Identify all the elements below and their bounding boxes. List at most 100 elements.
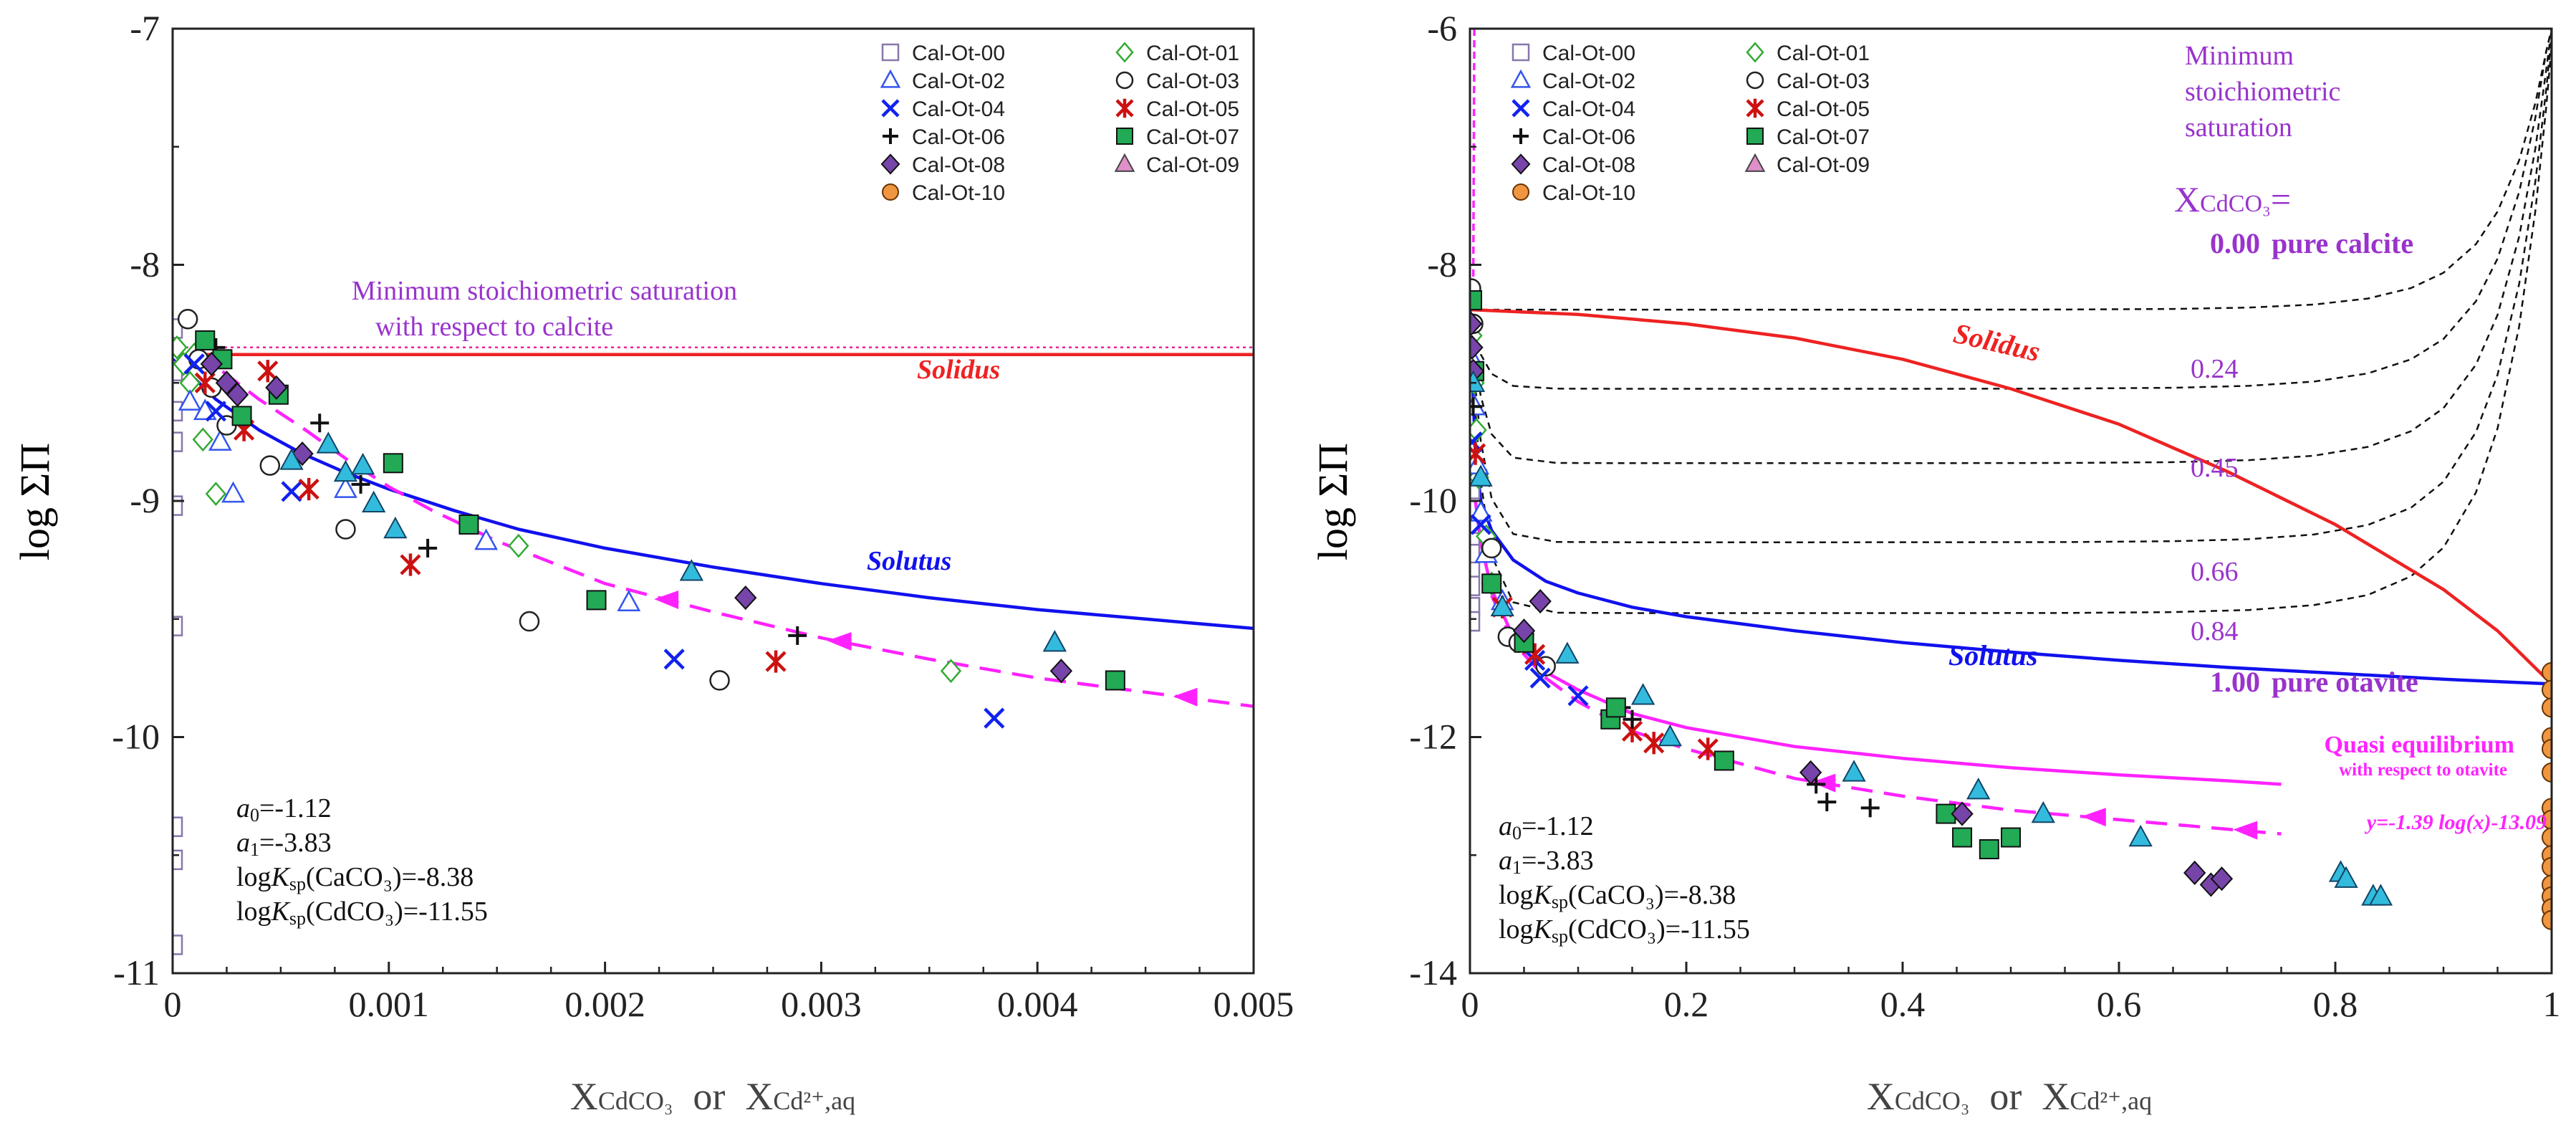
left-legend-label: Cal-Ot-10 [912, 181, 1005, 205]
left-legend: Cal-Ot-00 Cal-Ot-01 Cal-Ot-02 Cal-Ot-03 Cal-… [880, 42, 1239, 205]
right-legend: Cal-Ot-00 Cal-Ot-01 Cal-Ot-02 Cal-Ot-03 Cal-… [1510, 42, 1870, 205]
right-point-cal-ot-00 [1470, 611, 1481, 632]
left-legend-label: Cal-Ot-08 [912, 153, 1005, 177]
right-point-cal-ot-08 [1951, 801, 1974, 826]
right-ytick-label: -10 [1409, 480, 1457, 520]
right-point-cal-ot-04 [1470, 514, 1491, 535]
right-point-cal-ot-07 [1470, 290, 1483, 310]
right-isoline-suffix: pure calcite [2272, 227, 2413, 259]
left-point-cal-ot-09 [679, 559, 703, 581]
left-legend-marker-cal-ot-02 [880, 69, 901, 88]
left-point-cal-ot-03 [519, 611, 540, 632]
left-point-cal-ot-03 [177, 309, 198, 330]
right-legend-marker-cal-ot-08 [1511, 153, 1531, 175]
left-axes: 0 0.001 0.002 0.003 0.004 0.005 -11 -10 -9 -8 -7 [112, 8, 1294, 1024]
left-point-cal-ot-02 [617, 590, 641, 611]
right-line-quasi-equilibrium [1474, 500, 2282, 786]
right-point-cal-ot-09 [1555, 641, 1580, 664]
right-legend-label: Cal-Ot-08 [1542, 153, 1635, 177]
right-isoline-label: 1.00 pure otavite [2210, 666, 2418, 698]
left-point-cal-ot-02 [193, 398, 217, 421]
right-point-cal-ot-10 [2542, 809, 2552, 830]
right-legend-label: Cal-Ot-05 [1777, 97, 1870, 121]
left-point-cal-ot-03 [259, 455, 281, 476]
right-solutus-label: Solutus [1948, 639, 2038, 671]
right-point-cal-ot-09 [2334, 866, 2358, 888]
right-isoline-label: 0.84 [2191, 616, 2239, 646]
left-ytick-label: -9 [130, 480, 160, 520]
right-equation-label: y=-1.39 log(x)-13.09 [2365, 811, 2547, 834]
left-point-cal-ot-05 [765, 650, 787, 673]
right-min-sat-line3: saturation [2185, 113, 2292, 143]
right-param-line: logKsp(CaCO₃)=-8.38 [1499, 880, 1736, 912]
left-ytick-label: -7 [130, 8, 160, 48]
right-y-axis-label: log ΣΠ [1309, 443, 1356, 560]
right-point-cal-ot-09 [1658, 724, 1682, 747]
left-point-cal-ot-09 [383, 516, 408, 539]
right-isoline-labels: 0.00 pure calcite 0.24 0.45 0.66 0.84 1.00 pure… [2191, 227, 2418, 698]
right-point-cal-ot-08 [1529, 588, 1552, 614]
right-xlabel-sub2: Cd²⁺,aq [2070, 1086, 2152, 1115]
right-point-cal-ot-09 [1842, 760, 1866, 782]
right-point-cal-ot-06 [1623, 709, 1642, 729]
right-point-cal-ot-08 [2183, 860, 2206, 886]
left-point-cal-ot-08 [226, 382, 249, 407]
left-point-cal-ot-02 [208, 429, 232, 451]
left-point-cal-ot-05 [194, 371, 216, 394]
right-quasi-label-line1: Quasi equilibrium [2325, 732, 2514, 758]
left-ytick-label: -8 [130, 244, 160, 285]
left-legend-marker-cal-ot-08 [880, 153, 900, 175]
right-point-cal-ot-03 [1481, 537, 1502, 559]
right-legend-marker-cal-ot-03 [1746, 71, 1764, 90]
left-xlabel-or: or [693, 1075, 725, 1118]
left-legend-label: Cal-Ot-05 [1146, 97, 1239, 121]
left-point-cal-ot-06 [788, 626, 807, 645]
right-point-cal-ot-09 [1470, 370, 1486, 392]
left-y-axis-label: log ΣΠ [11, 443, 58, 560]
left-legend-marker-cal-ot-00 [881, 43, 900, 62]
left-point-cal-ot-06 [310, 414, 330, 433]
left-point-cal-ot-07 [458, 514, 479, 535]
left-point-cal-ot-08 [265, 375, 288, 400]
right-line-solutus [1470, 310, 2552, 686]
left-point-cal-ot-04 [183, 353, 205, 375]
right-point-cal-ot-06 [1817, 793, 1837, 812]
left-xtick-label: 0.005 [1213, 984, 1294, 1024]
right-ytick-label: -12 [1409, 717, 1457, 757]
left-legend-label: Cal-Ot-02 [912, 70, 1005, 93]
right-legend-marker-cal-ot-02 [1510, 69, 1532, 88]
right-point-cal-ot-09 [1630, 683, 1655, 705]
left-point-cal-ot-07 [1105, 670, 1125, 691]
right-line-y-1-39-log-x-13-09 [1490, 594, 2282, 836]
left-point-cal-ot-09 [1042, 630, 1067, 652]
right-point-cal-ot-10 [2542, 738, 2552, 759]
right-param-line: a0=-1.12 [1499, 811, 1594, 843]
right-isoline-label: 0.66 [2191, 557, 2239, 587]
left-point-cal-ot-04 [205, 401, 226, 422]
right-point-cal-ot-10 [2542, 661, 2552, 682]
left-xtick-label: 0.004 [997, 984, 1078, 1024]
right-chart-panel: 0 0.2 0.4 0.6 0.8 1-14-12-10-8-6 log ΣΠ XCdCO… [1309, 8, 2561, 1118]
left-xlabel-sub1: CdCO₃ [598, 1086, 673, 1115]
right-point-cal-ot-10 [2542, 679, 2552, 700]
right-legend-label: Cal-Ot-07 [1777, 125, 1870, 149]
right-point-cal-ot-06 [1860, 798, 1880, 818]
right-ytick-label: -6 [1427, 8, 1457, 48]
right-legend-label: Cal-Ot-02 [1542, 70, 1635, 93]
right-legend-marker-cal-ot-00 [1512, 43, 1530, 62]
right-ytick-label: -14 [1409, 952, 1457, 993]
right-point-cal-ot-10 [2542, 762, 2552, 783]
right-legend-marker-cal-ot-07 [1746, 128, 1764, 145]
right-point-cal-ot-00 [1470, 575, 1481, 596]
right-point-cal-ot-10 [2542, 827, 2552, 848]
right-line-solidus [1470, 307, 2552, 686]
right-point-cal-ot-04 [1567, 685, 1589, 707]
left-point-cal-ot-01 [940, 659, 962, 684]
left-legend-marker-cal-ot-06 [883, 128, 898, 144]
left-point-cal-ot-09 [333, 459, 358, 482]
left-legend-marker-cal-ot-01 [1115, 42, 1134, 63]
left-point-cal-ot-05 [257, 360, 279, 383]
left-legend-label: Cal-Ot-03 [1146, 70, 1239, 93]
right-xlabel-sub1: CdCO₃ [1895, 1086, 1970, 1115]
right-point-cal-ot-02 [1470, 500, 1493, 522]
